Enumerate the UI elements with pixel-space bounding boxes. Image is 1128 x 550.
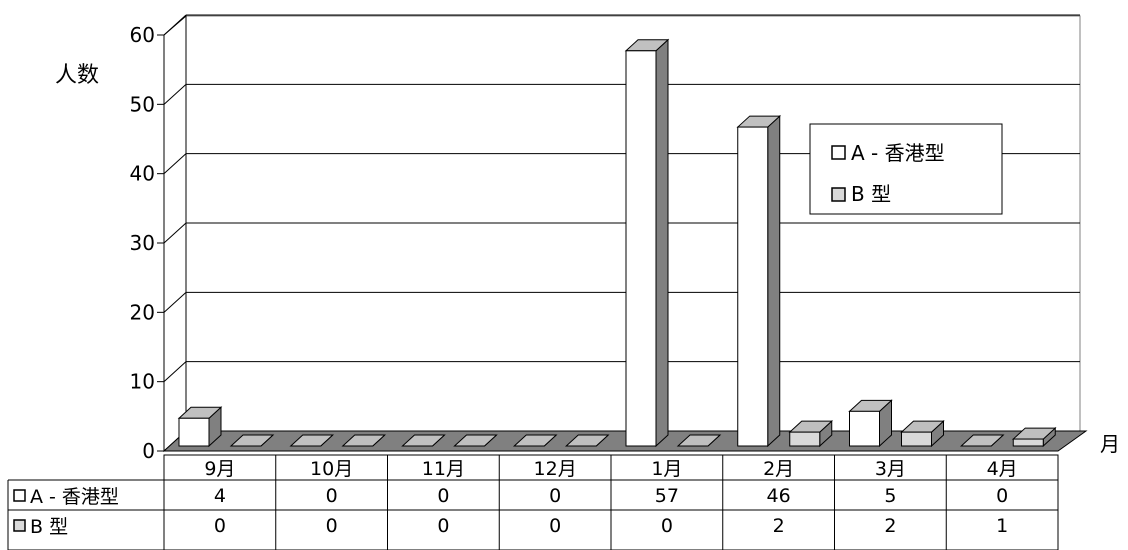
bar-front: [625, 50, 657, 447]
y-tick-label: 50: [130, 92, 155, 116]
table-cell: 0: [437, 485, 449, 507]
x-tick-label: 9月: [204, 458, 235, 480]
gridline-diag: [163, 361, 187, 383]
bar-b-2: [453, 434, 498, 447]
bar-b-1: [341, 434, 387, 447]
bar-a-4: [624, 38, 670, 448]
x-tick-label: 1月: [651, 458, 682, 480]
bar-a-1: [289, 434, 335, 447]
gridline-diag: [163, 291, 187, 313]
table-cell: 0: [326, 485, 338, 507]
bar-front: [789, 431, 821, 447]
bar-top: [341, 434, 387, 447]
bar-b-7: [1011, 426, 1057, 448]
x-tick-label: 11月: [422, 458, 465, 480]
bar-front: [1012, 438, 1044, 447]
y-tick-label: 40: [130, 162, 155, 186]
bar-side: [655, 38, 669, 448]
chart-walls: [163, 14, 1081, 453]
bar-b-4: [676, 434, 722, 447]
table-cell: 5: [884, 485, 896, 507]
table-cell: 0: [661, 515, 673, 537]
data-table: 9月 10月 11月 12月 1月 2月 3月 4月 A - 香港型 4 0 0 0 57 46 5 0 B 型 0…: [7, 454, 1059, 550]
bar-b-5: [788, 419, 834, 448]
y-tick-label: 60: [130, 23, 155, 47]
x-tick-label: 12月: [534, 458, 577, 480]
bar-a-3: [512, 434, 558, 447]
legend-swatch-a: [831, 145, 846, 160]
bar-b-6: [900, 419, 945, 448]
x-axis-title: 月: [1100, 432, 1120, 456]
table-cell: 2: [773, 515, 785, 537]
bar-a-5: [736, 114, 782, 448]
y-tick-label: 10: [130, 370, 155, 394]
bar-a-2: [401, 434, 446, 447]
bar-front: [178, 417, 210, 447]
x-tick-label: 10月: [310, 458, 353, 480]
table-cell: 4: [214, 485, 226, 507]
bar-top: [453, 434, 498, 447]
gridline-diag: [163, 14, 187, 36]
bar-top: [564, 434, 610, 447]
x-tick-label: 3月: [875, 458, 906, 480]
bar-a-6: [848, 399, 893, 448]
bar-front: [849, 410, 880, 447]
legend-label-a: A - 香港型: [851, 141, 945, 165]
legend: A - 香港型 B 型: [809, 123, 1003, 215]
gridline-diag: [163, 153, 187, 175]
y-tick-label: 0: [142, 439, 155, 463]
bar-a-7: [959, 434, 1005, 447]
table-legend-swatch: [13, 519, 26, 532]
bar-front: [737, 126, 769, 447]
gridline-diag: [163, 83, 187, 105]
bar-a-0: [177, 406, 223, 448]
y-tick-label: 20: [130, 300, 155, 324]
table-cell: 0: [437, 515, 449, 537]
table-legend-swatch: [13, 489, 26, 502]
table-cell: 0: [996, 485, 1008, 507]
x-tick-label: 2月: [763, 458, 794, 480]
bar-side: [767, 114, 781, 448]
bar-b-0: [229, 434, 275, 447]
table-cell: 57: [655, 485, 679, 507]
gridline-diag: [163, 222, 187, 244]
bar-front: [901, 431, 932, 447]
y-axis-title: 人数: [55, 63, 99, 88]
y-tick-label: 30: [130, 231, 155, 255]
bar-top: [229, 434, 275, 447]
table-cell: 0: [549, 485, 561, 507]
bar-b-3: [564, 434, 610, 447]
table-cell: 1: [996, 515, 1008, 537]
table-cell: 0: [549, 515, 561, 537]
table-row-label: B 型: [30, 516, 68, 538]
bars: [177, 38, 1057, 448]
table-cell: 0: [326, 515, 338, 537]
table-row-label: A - 香港型: [30, 486, 119, 508]
legend-swatch-b: [831, 187, 846, 202]
x-tick-label: 4月: [987, 458, 1018, 480]
bar-top: [676, 434, 722, 447]
table-cell: 2: [884, 515, 896, 537]
y-axis: 0 10 20 30 40 50 60: [130, 23, 165, 463]
table-cell: 46: [767, 485, 791, 507]
legend-label-b: B 型: [851, 182, 891, 206]
table-cell: 0: [214, 515, 226, 537]
bar-top: [512, 434, 558, 447]
bar-top: [401, 434, 446, 447]
bar-top: [289, 434, 335, 447]
bar-top: [959, 434, 1005, 447]
